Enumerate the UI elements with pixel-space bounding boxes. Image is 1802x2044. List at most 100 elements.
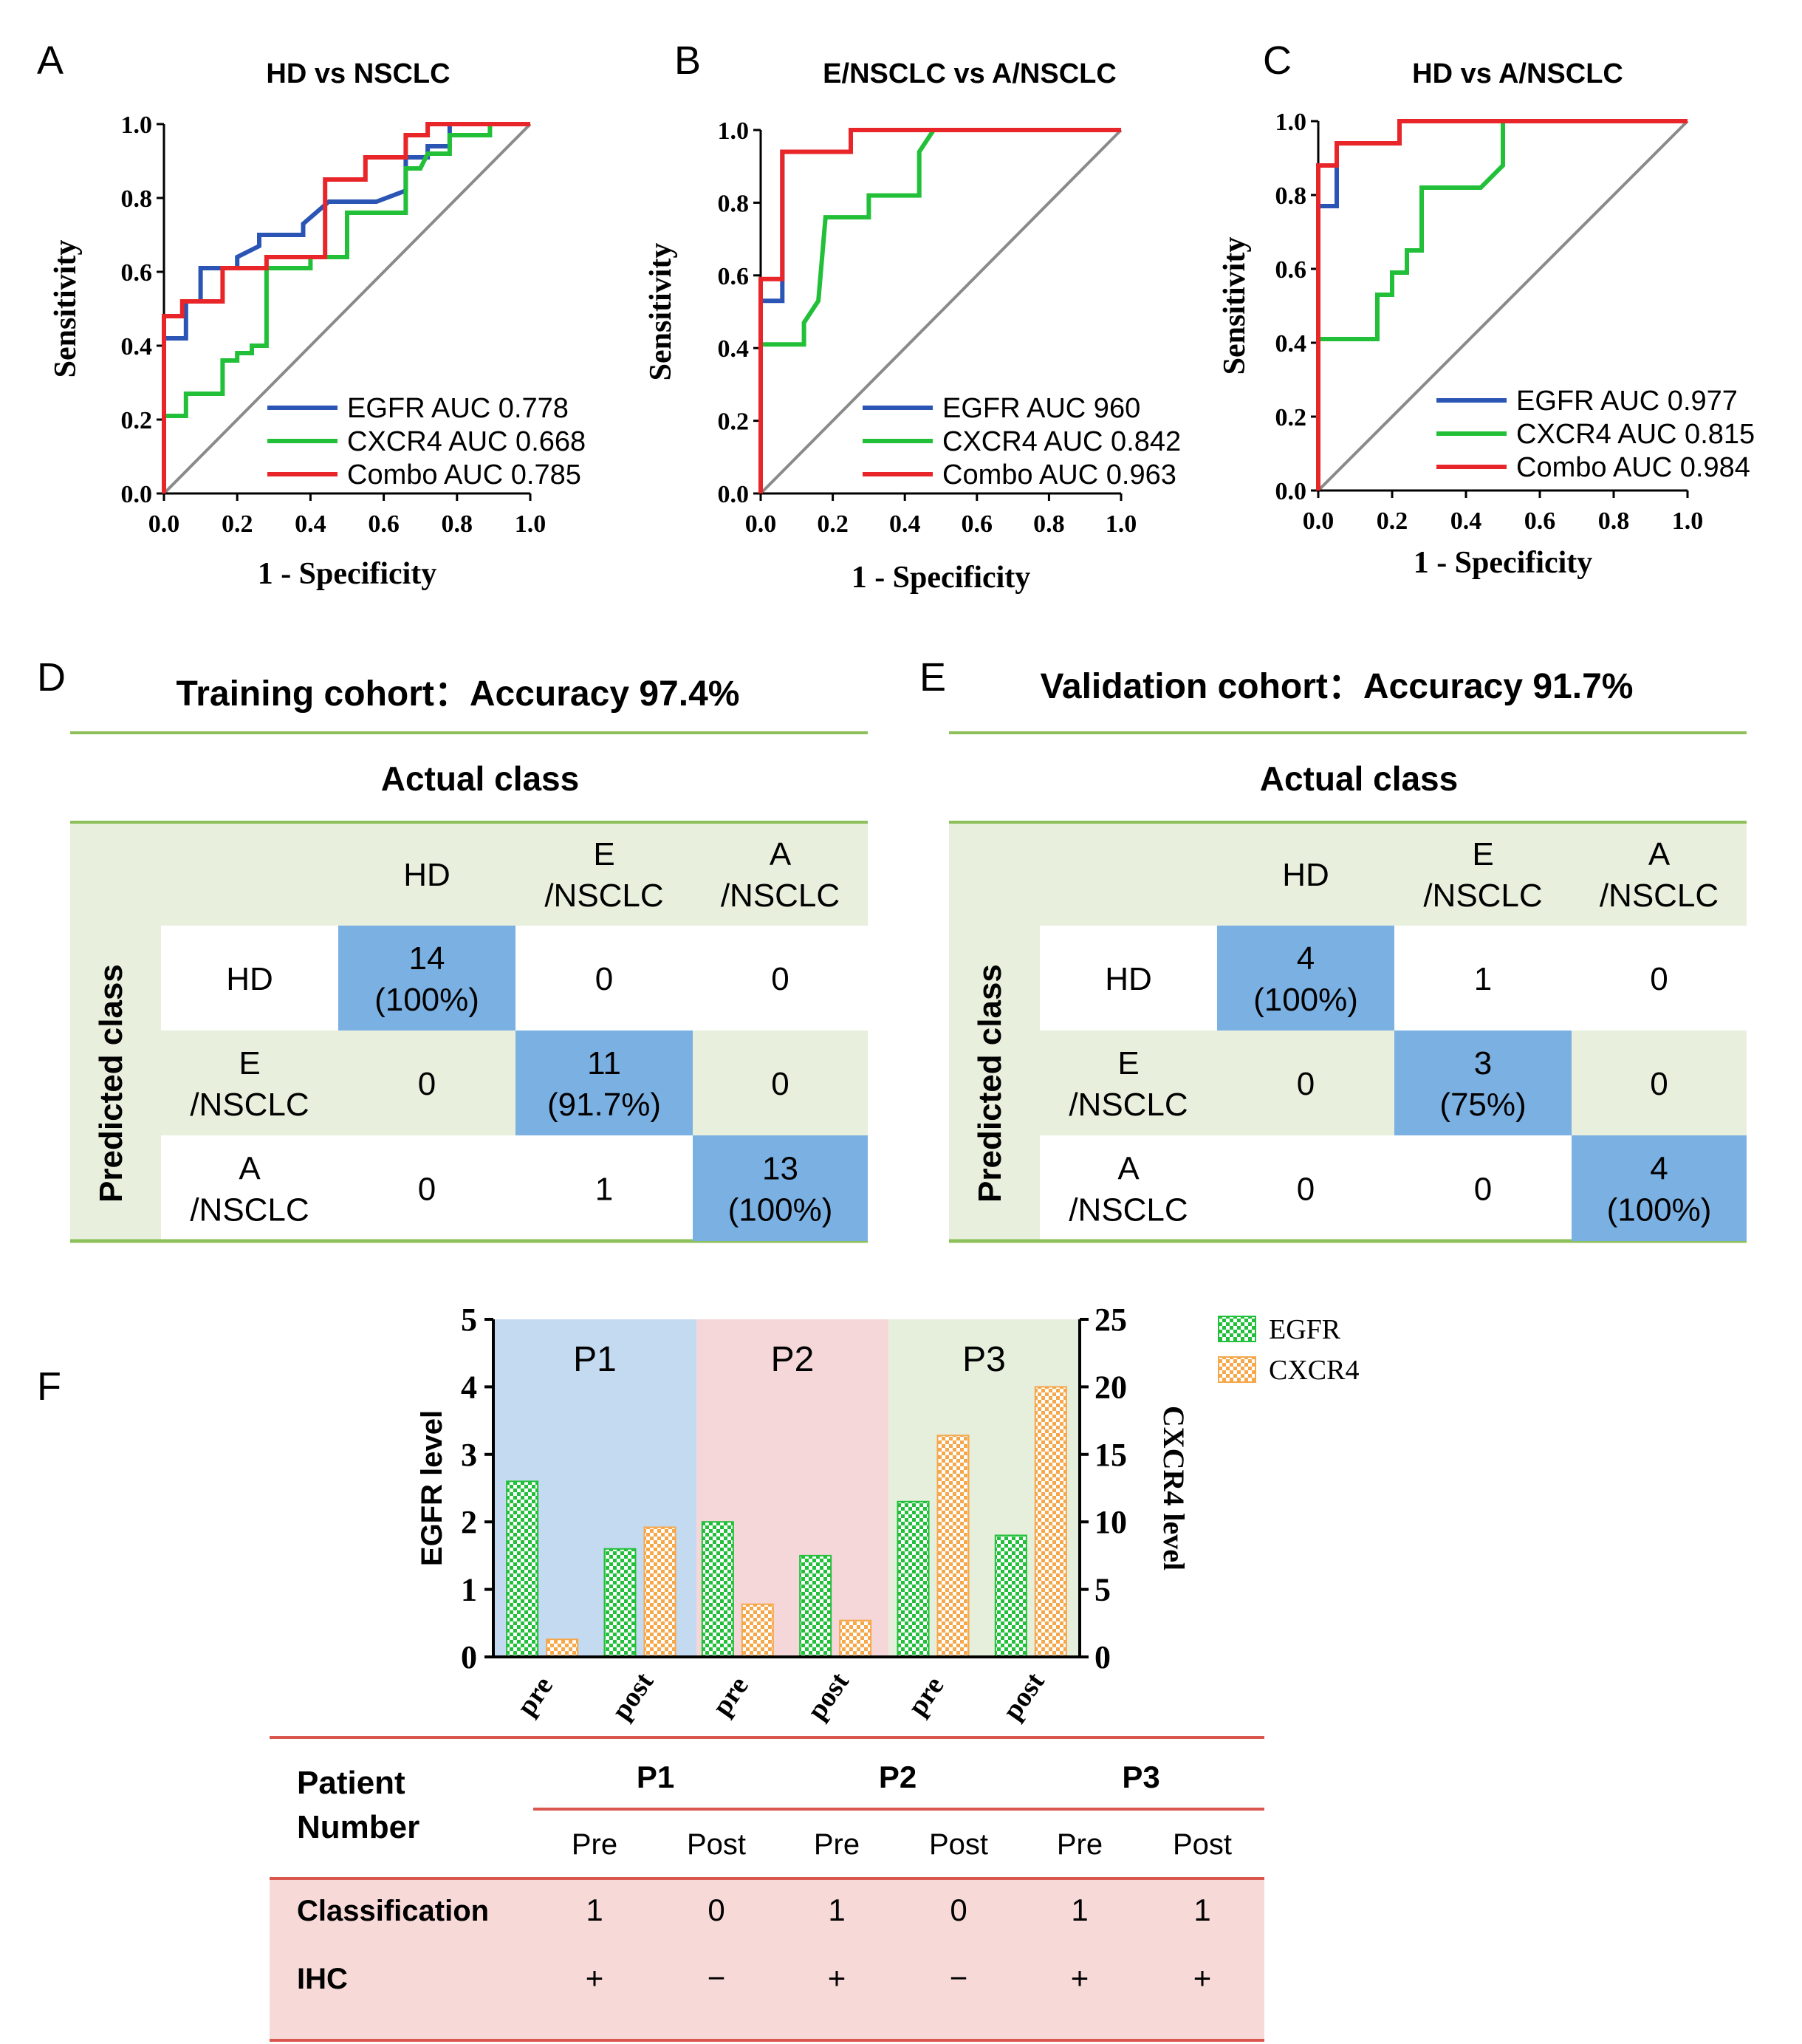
reference-diagonal — [162, 123, 532, 495]
y-tick-label: 0.2 — [1275, 404, 1307, 431]
column-header: HD — [1282, 857, 1329, 893]
matrix-cell: 0 — [1297, 1172, 1315, 1208]
table-cell: − — [950, 1961, 968, 1995]
y-tick-label: 1.0 — [718, 117, 750, 145]
y-tick-label: 0.6 — [1275, 256, 1307, 284]
roc-chart-b: E/NSCLC vs A/NSCLC 0.0 0.2 0.4 0.6 0.8 1.0 0.0 0… — [644, 58, 1181, 595]
x-axis-label: 1 - Specificity — [1414, 546, 1593, 580]
y-axis-label: Sensitivity — [49, 240, 83, 378]
matrix-cell: (100%) — [1253, 982, 1358, 1018]
x-axis-label: 1 - Specificity — [258, 557, 437, 591]
x-tick-label: pre — [511, 1671, 559, 1721]
column-header: A — [1648, 836, 1671, 872]
y-axis-label: Sensitivity — [644, 243, 678, 381]
legend-label-combo: Combo AUC 0.984 — [1516, 452, 1750, 483]
row-label: IHC — [297, 1963, 348, 1995]
y-tick-label: 0.4 — [718, 335, 750, 363]
matrix-cell: 3 — [1474, 1045, 1492, 1081]
y-tick-label-left: 2 — [461, 1504, 477, 1540]
x-axis-label: 1 - Specificity — [852, 561, 1031, 595]
y-tick-label: 0.4 — [121, 333, 153, 360]
panel-label-c: C — [1263, 38, 1292, 83]
table-cell: 1 — [586, 1893, 603, 1927]
roc-curve-cxcr4 — [162, 122, 530, 493]
row-header: /NSCLC — [190, 1087, 309, 1123]
matrix-cell: 0 — [418, 1066, 436, 1102]
y-tick-label-left: 5 — [461, 1302, 477, 1338]
table-body-background — [270, 1879, 1264, 2041]
roc-curve-combo — [1316, 119, 1688, 491]
table-cell: + — [828, 1961, 846, 1995]
matrix-cell: 1 — [1474, 961, 1492, 997]
matrix-cell: (100%) — [1607, 1192, 1712, 1228]
x-tick-label: post — [996, 1667, 1050, 1726]
bar-egfr — [506, 1480, 539, 1658]
x-tick-label: 0.6 — [962, 510, 993, 538]
column-header: /NSCLC — [1600, 878, 1719, 914]
column-header: E — [1472, 836, 1493, 872]
diagonal-highlight — [1394, 1030, 1572, 1135]
x-tick-label: 0.8 — [1033, 510, 1065, 538]
matrix-cell: 0 — [1650, 1066, 1668, 1102]
bar-egfr — [603, 1548, 637, 1658]
row-header: E — [1117, 1045, 1139, 1081]
x-tick-label: 0.4 — [1450, 507, 1482, 535]
y-tick-label-right: 0 — [1094, 1639, 1111, 1675]
x-tick-label: 1.0 — [1106, 510, 1137, 538]
y-tick-label: 1.0 — [121, 112, 153, 139]
legend-label-egfr: EGFR AUC 0.977 — [1516, 386, 1738, 417]
column-header: E — [593, 836, 614, 872]
predicted-class-label: Predicted class — [93, 964, 129, 1203]
confusion-matrices: Training cohort：Accuracy 97.4% Actual cla… — [70, 667, 1747, 1243]
legend-label-egfr: EGFR AUC 0.778 — [347, 393, 569, 424]
y-tick-label: 0.2 — [121, 407, 153, 434]
bar-cxcr4 — [936, 1435, 970, 1658]
x-tick-label: 0.0 — [745, 510, 777, 538]
x-tick-label: 0.4 — [889, 510, 921, 538]
x-tick-label: 0.8 — [1598, 507, 1630, 535]
bar-cxcr4 — [741, 1603, 774, 1658]
group-label: P2 — [771, 1340, 815, 1379]
x-tick-label: 1.0 — [515, 510, 547, 538]
confusion-matrix-e: Validation cohort：Accuracy 91.7% Actual c… — [949, 667, 1747, 1243]
row-header: /NSCLC — [190, 1192, 309, 1228]
diagonal-highlight — [1572, 1135, 1747, 1241]
roc-charts: HD vs NSCLC 0.0 0.2 0.4 0.6 0.8 1.0 0.0 0.2 0.4 0.… — [49, 58, 1755, 595]
x-tick-label: 0.6 — [368, 510, 400, 538]
bar-egfr — [799, 1554, 832, 1658]
x-tick-label: 0.2 — [222, 510, 253, 538]
matrix-cell: (75%) — [1439, 1087, 1526, 1123]
y-tick-label: 0.4 — [1275, 330, 1307, 358]
bar-cxcr4 — [546, 1638, 579, 1658]
patient-table: Patient Number P1 P2 P3 Pre Post Pre Post Pre Post… — [270, 1736, 1264, 2042]
legend-swatch-egfr — [1218, 1316, 1256, 1342]
timepoint-header: Post — [929, 1828, 988, 1861]
panel-label-a: A — [37, 38, 64, 83]
matrix-cell: 4 — [1650, 1151, 1668, 1187]
row-header: HD — [226, 961, 273, 997]
timepoint-header: Pre — [1057, 1828, 1103, 1861]
table-cell: 0 — [708, 1893, 724, 1927]
table-cell: − — [708, 1961, 726, 1995]
matrix-cell: 13 — [762, 1151, 798, 1187]
y-tick-label: 0.6 — [121, 259, 153, 287]
legend-label-cxcr4: CXCR4 AUC 0.842 — [942, 426, 1181, 457]
table-header-label: Number — [297, 1809, 419, 1845]
x-tick-label: 0.0 — [1303, 507, 1335, 535]
matrix-row-band — [161, 1030, 868, 1135]
matrix-cell: (100%) — [728, 1192, 833, 1228]
matrix-cell: 14 — [409, 940, 445, 977]
matrix-cell: 0 — [1474, 1172, 1492, 1208]
y-tick-label: 0.8 — [1275, 182, 1307, 210]
actual-class-label: Actual class — [381, 759, 579, 798]
x-tick-label: post — [606, 1667, 660, 1726]
diagonal-highlight — [338, 926, 515, 1030]
bar-egfr — [701, 1521, 734, 1658]
y-tick-label: 0.0 — [718, 481, 750, 508]
legend-label-egfr: EGFR — [1269, 1314, 1341, 1345]
y-axis-label-left: EGFR level — [416, 1410, 448, 1566]
legend-label-egfr: EGFR AUC 960 — [942, 393, 1140, 424]
patient-header: P1 — [637, 1760, 674, 1794]
chart-title: HD vs A/NSCLC — [1412, 58, 1623, 89]
